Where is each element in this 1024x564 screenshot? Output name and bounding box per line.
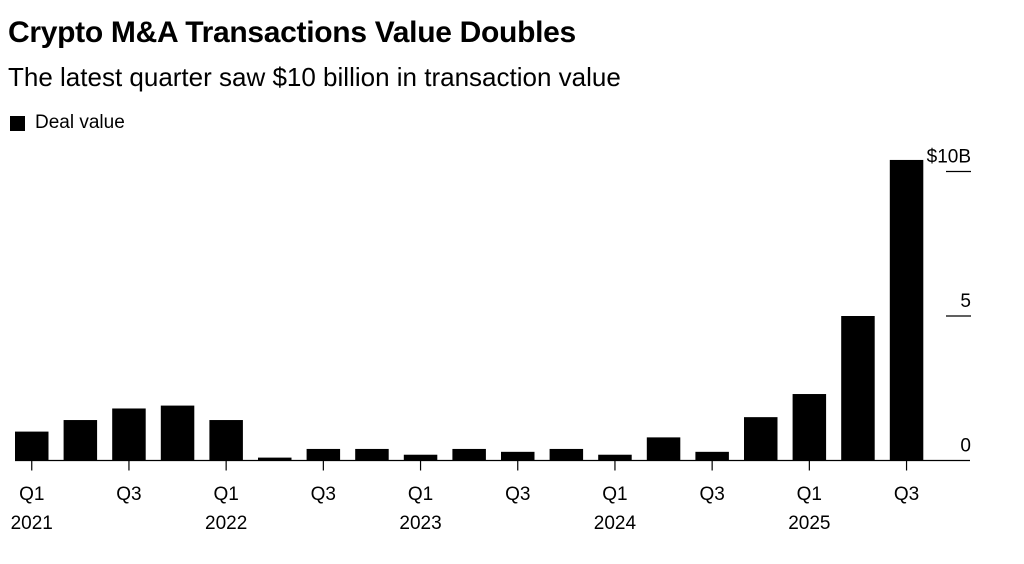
x-tick-label-quarter: Q1 bbox=[602, 484, 627, 505]
bar-q1-2023 bbox=[403, 454, 438, 461]
bar-q1-2024 bbox=[598, 454, 632, 461]
bar-q1-2022 bbox=[209, 420, 243, 461]
x-tick-label-year: 2024 bbox=[594, 513, 637, 534]
bar-q3-2025 bbox=[889, 159, 924, 461]
bar-q2-2024 bbox=[646, 437, 681, 461]
x-tick-label-quarter: Q3 bbox=[116, 484, 141, 505]
x-tick-label-quarter: Q3 bbox=[894, 484, 919, 505]
bar-q2-2021 bbox=[63, 420, 98, 461]
x-tick-label-quarter: Q1 bbox=[408, 484, 433, 505]
y-tick-label: $10B bbox=[927, 147, 971, 168]
chart-subtitle: The latest quarter saw $10 billion in tr… bbox=[8, 62, 621, 92]
legend: Deal value bbox=[10, 112, 125, 134]
bar-q1-2021 bbox=[15, 431, 49, 461]
legend-label-deal-value: Deal value bbox=[35, 112, 125, 133]
legend-swatch-deal-value bbox=[10, 115, 25, 131]
x-tick-label-year: 2025 bbox=[788, 513, 830, 534]
y-tick-label: 0 bbox=[960, 436, 971, 457]
bar-q4-2023 bbox=[549, 448, 584, 461]
bar-q4-2022 bbox=[355, 448, 389, 461]
x-tick-label-quarter: Q1 bbox=[19, 484, 44, 505]
x-tick-label-quarter: Q1 bbox=[213, 484, 238, 505]
bar-q3-2024 bbox=[695, 451, 729, 461]
bar-q4-2021 bbox=[160, 405, 195, 461]
bar-q3-2022 bbox=[306, 448, 341, 461]
x-tick-label-quarter: Q3 bbox=[699, 484, 724, 505]
bar-q4-2024 bbox=[744, 417, 778, 461]
bar-q1-2025 bbox=[792, 394, 827, 461]
bar-q3-2021 bbox=[112, 408, 146, 461]
bar-q2-2023 bbox=[452, 448, 486, 461]
x-tick-label-quarter: Q1 bbox=[797, 484, 822, 505]
x-tick-label-quarter: Q3 bbox=[311, 484, 336, 505]
bar-q3-2023 bbox=[501, 451, 535, 461]
x-tick-label-year: 2021 bbox=[11, 513, 53, 534]
y-tick-label: 5 bbox=[960, 291, 971, 312]
chart-title: Crypto M&A Transactions Value Doubles bbox=[8, 16, 576, 49]
x-tick-label-year: 2023 bbox=[399, 513, 441, 534]
bar-q2-2025 bbox=[841, 316, 875, 461]
x-tick-label-quarter: Q3 bbox=[505, 484, 530, 505]
bar-q2-2022 bbox=[258, 457, 292, 461]
x-tick-label-year: 2022 bbox=[205, 513, 247, 534]
